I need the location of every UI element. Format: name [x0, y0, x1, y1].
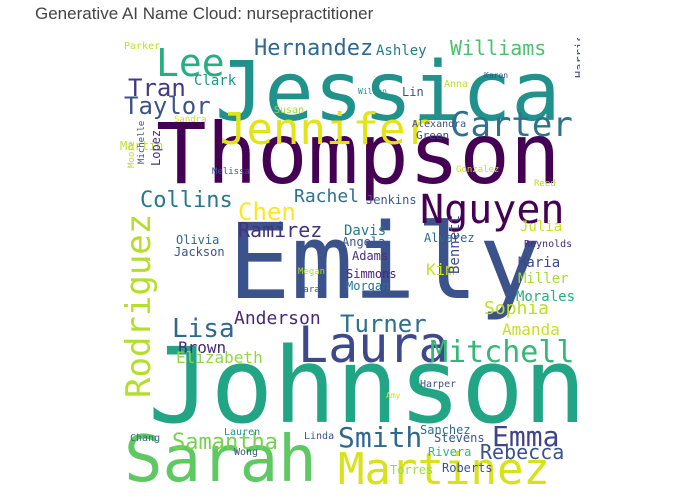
cloud-word: Sanchez	[420, 423, 471, 437]
cloud-word: Jackson	[174, 245, 225, 259]
cloud-word: Thompson	[156, 105, 561, 203]
cloud-word: Green	[416, 129, 450, 142]
cloud-word: Kim	[426, 260, 455, 279]
cloud-word: Emma	[492, 420, 560, 453]
cloud-word: Morgan	[346, 279, 390, 293]
cloud-word: Carter	[450, 105, 573, 145]
cloud-word: Tran	[128, 74, 186, 102]
cloud-word: Susan	[274, 105, 305, 116]
cloud-word: Martinez	[338, 444, 550, 495]
cloud-word: Linda	[304, 431, 335, 442]
cloud-word: Reynolds	[524, 239, 573, 250]
cloud-word: Samantha	[172, 430, 278, 455]
cloud-word: Rivera	[428, 445, 472, 459]
chart-title: Generative AI Name Cloud: nursepractitio…	[35, 4, 374, 23]
cloud-word: Rebecca	[480, 440, 565, 464]
cloud-word: Amanda	[502, 320, 560, 339]
cloud-word: Michelle	[137, 120, 147, 164]
cloud-word: Chang	[130, 433, 161, 444]
cloud-word: Jenkins	[366, 193, 417, 207]
cloud-word: Mitchell	[430, 335, 575, 370]
cloud-word: Martin	[120, 139, 164, 153]
cloud-word: Turner	[340, 310, 427, 338]
cloud-word: Ashley	[376, 43, 427, 59]
cloud-word: Williams	[450, 38, 547, 60]
cloud-word: Lin	[402, 85, 424, 99]
cloud-word: Collins	[140, 188, 233, 213]
cloud-word: Jessica	[215, 45, 561, 140]
cloud-word: Lauren	[224, 427, 261, 438]
cloud-word: Ramirez	[238, 218, 323, 242]
cloud-word: Adams	[352, 249, 389, 263]
cloud-word: Emily	[228, 201, 542, 323]
cloud-word: Nguyen	[420, 187, 565, 233]
cloud-word: Wong	[234, 447, 259, 458]
cloud-word: Lopez	[149, 129, 163, 166]
cloud-word: Reed	[534, 179, 556, 189]
cloud-word: Sophia	[484, 298, 550, 319]
cloud-word: Davis	[344, 223, 387, 239]
cloud-word: Karen	[484, 71, 509, 80]
cloud-word: Sandra	[174, 115, 207, 125]
cloud-word: Rachel	[294, 186, 360, 207]
cloud-word: Simmons	[346, 267, 397, 281]
cloud-word: Wilson	[358, 87, 387, 96]
cloud-word: Harper	[420, 379, 457, 390]
cloud-word: Johnson	[148, 325, 580, 447]
cloud-word: Miller	[518, 271, 569, 287]
cloud-word: Torres	[390, 463, 434, 477]
cloud-word: Laura	[298, 316, 449, 374]
cloud-word: Alvarez	[424, 231, 475, 245]
cloud-word: Julia	[520, 219, 563, 235]
cloud-word: Lisa	[172, 314, 235, 344]
cloud-word: Angela	[342, 235, 386, 249]
cloud-word: Morales	[516, 289, 576, 305]
cloud-word: Rodriguez	[120, 213, 159, 398]
cloud-word: Melissa	[212, 167, 250, 177]
cloud-word: Harris	[573, 38, 580, 78]
cloud-word: Smith	[338, 421, 423, 454]
word-cloud: Jessica Thompson Emily Johnson Sarah Martinez…	[120, 38, 580, 500]
cloud-word: Clark	[194, 73, 237, 89]
cloud-word: Parker	[124, 41, 161, 52]
cloud-word: Megan	[298, 267, 326, 277]
cloud-word: Taylor	[124, 92, 211, 120]
cloud-word: Bennett	[447, 214, 463, 274]
cloud-word: Lee	[156, 41, 225, 85]
cloud-word: Maria	[518, 255, 561, 271]
cloud-word: Jennifer	[220, 104, 432, 155]
cloud-word: Gonzalez	[456, 165, 500, 175]
cloud-word: Amy	[386, 391, 401, 400]
cloud-word: Chen	[238, 198, 296, 226]
cloud-word: Stevens	[434, 431, 485, 445]
cloud-word: Roberts	[442, 461, 493, 475]
cloud-word: Olivia	[176, 233, 220, 247]
cloud-word: Alexandra	[412, 119, 467, 130]
cloud-word: Brown	[178, 338, 227, 357]
cloud-word: Anderson	[234, 308, 321, 329]
cloud-word: Sara	[298, 285, 320, 295]
cloud-word: Elizabeth	[176, 348, 263, 367]
cloud-word: Anna	[444, 79, 469, 90]
cloud-word: Moore	[127, 140, 137, 168]
cloud-word: Hernandez	[254, 38, 374, 61]
cloud-word: Sarah	[124, 423, 317, 497]
